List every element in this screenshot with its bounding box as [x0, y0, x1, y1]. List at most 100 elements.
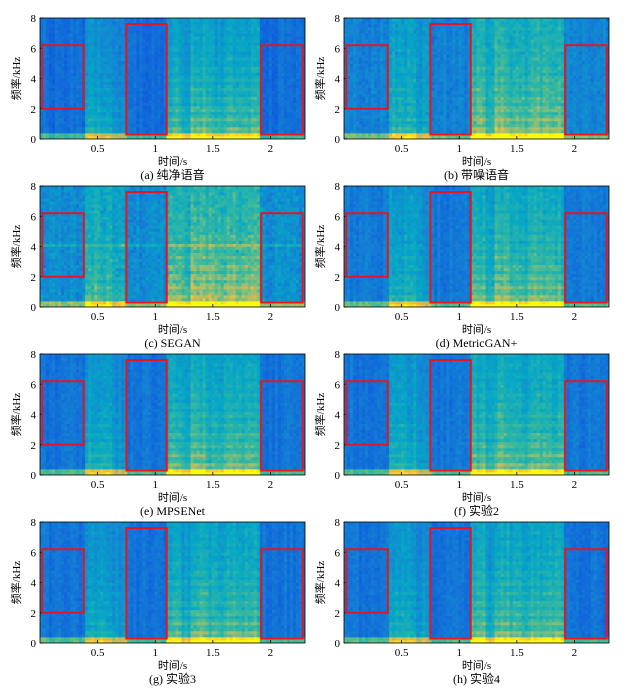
- spectrogram-cell: [94, 72, 98, 76]
- spectrogram-cell: [250, 84, 255, 88]
- spectrogram-cell: [136, 126, 140, 131]
- spectrogram-cell: [103, 66, 107, 70]
- spectrogram-cell: [292, 120, 297, 125]
- spectrogram-cell: [386, 135, 390, 139]
- spectrogram-cell: [163, 54, 167, 58]
- spectrogram-cell: [118, 111, 122, 116]
- spectrogram-cell: [100, 30, 104, 34]
- spectrogram-cell: [289, 126, 294, 131]
- spectrogram-cell: [181, 18, 185, 22]
- spectrogram-cell: [398, 36, 402, 40]
- spectrogram-cell: [208, 120, 213, 125]
- spectrogram-cell: [91, 126, 95, 131]
- spectrogram-cell: [292, 81, 297, 85]
- spectrogram-cell: [295, 75, 300, 79]
- spectrogram-cell: [226, 75, 231, 79]
- spectrogram-cell: [416, 111, 420, 116]
- spectrogram-cell: [157, 126, 161, 131]
- spectrogram-cell: [449, 33, 453, 37]
- spectrogram-cell: [85, 102, 89, 107]
- spectrogram-cell: [136, 90, 140, 95]
- spectrogram-cell: [193, 123, 197, 128]
- spectrogram-cell: [214, 117, 219, 122]
- spectrogram-cell: [422, 24, 426, 28]
- spectrogram-cell: [446, 54, 450, 58]
- spectrogram-cell: [401, 99, 405, 104]
- spectrogram-cell: [61, 78, 65, 82]
- spectrogram-cell: [58, 90, 62, 95]
- spectrogram-cell: [344, 117, 348, 122]
- spectrogram-cell: [440, 24, 444, 28]
- x-tick-label: 1: [152, 143, 158, 155]
- spectrogram-cell: [142, 57, 146, 61]
- spectrogram-cell: [401, 123, 405, 128]
- spectrogram-cell: [139, 60, 143, 64]
- spectrogram-cell: [55, 45, 59, 49]
- spectrogram-cell: [88, 102, 92, 107]
- spectrogram-cell: [256, 69, 261, 73]
- spectrogram-cell: [292, 105, 297, 110]
- spectrogram-cell: [193, 51, 197, 55]
- spectrogram-cell: [401, 57, 405, 61]
- spectrogram-cell: [64, 21, 68, 25]
- spectrogram-cell: [196, 66, 200, 70]
- spectrogram-cell: [199, 30, 204, 34]
- spectrogram-cell: [410, 51, 414, 55]
- spectrogram-cell: [295, 90, 300, 95]
- spectrogram-cell: [157, 45, 161, 49]
- spectrogram-cell: [368, 36, 372, 40]
- spectrogram-cell: [238, 129, 243, 134]
- spectrogram-cell: [145, 39, 149, 43]
- spectrogram-cell: [250, 42, 255, 46]
- spectrogram-cell: [449, 117, 453, 122]
- spectrogram-cell: [395, 69, 399, 73]
- spectrogram-cell: [289, 93, 294, 98]
- spectrogram-cell: [166, 135, 170, 139]
- spectrogram-cell: [443, 66, 447, 70]
- spectrogram-cell: [43, 87, 47, 91]
- spectrogram-cell: [202, 60, 207, 64]
- spectrogram-cell: [85, 96, 89, 101]
- spectrogram-cell: [88, 132, 92, 137]
- spectrogram-cell: [154, 42, 158, 46]
- spectrogram-cell: [425, 93, 429, 98]
- spectrogram-cell: [118, 102, 122, 107]
- spectrogram-cell: [368, 42, 372, 46]
- spectrogram-cell: [271, 63, 276, 67]
- spectrogram-cell: [253, 21, 258, 25]
- spectrogram-cell: [392, 129, 396, 134]
- spectrogram-cell: [374, 60, 378, 64]
- spectrogram-cell: [220, 63, 225, 67]
- spectrogram-cell: [250, 30, 255, 34]
- spectrogram-cell: [235, 51, 240, 55]
- spectrogram-cell: [193, 75, 197, 79]
- spectrogram-cell: [350, 99, 354, 104]
- spectrogram-cell: [383, 87, 387, 91]
- spectrogram-cell: [49, 24, 53, 28]
- spectrogram-cell: [434, 33, 438, 37]
- spectrogram-cell: [160, 75, 164, 79]
- spectrogram-cell: [145, 45, 149, 49]
- spectrogram-cell: [121, 108, 125, 113]
- spectrogram-cell: [52, 24, 56, 28]
- spectrogram-cell: [407, 21, 411, 25]
- spectrogram-cell: [292, 42, 297, 46]
- spectrogram-cell: [214, 81, 219, 85]
- spectrogram-cell: [241, 66, 246, 70]
- spectrogram-cell: [55, 66, 59, 70]
- spectrogram-cell: [220, 93, 225, 98]
- spectrogram-cell: [133, 81, 137, 85]
- spectrogram-cell: [286, 87, 291, 91]
- spectrogram-cell: [271, 30, 276, 34]
- spectrogram-cell: [280, 111, 285, 116]
- spectrogram-cell: [389, 129, 393, 134]
- spectrogram-cell: [76, 111, 80, 116]
- spectrogram-cell: [371, 129, 375, 134]
- spectrogram-cell: [94, 60, 98, 64]
- spectrogram-cell: [175, 129, 179, 134]
- spectrogram-cell: [97, 93, 101, 98]
- spectrogram-cell: [196, 78, 200, 82]
- spectrogram-cell: [61, 75, 65, 79]
- spectrogram-cell: [166, 54, 170, 58]
- spectrogram-cell: [43, 45, 47, 49]
